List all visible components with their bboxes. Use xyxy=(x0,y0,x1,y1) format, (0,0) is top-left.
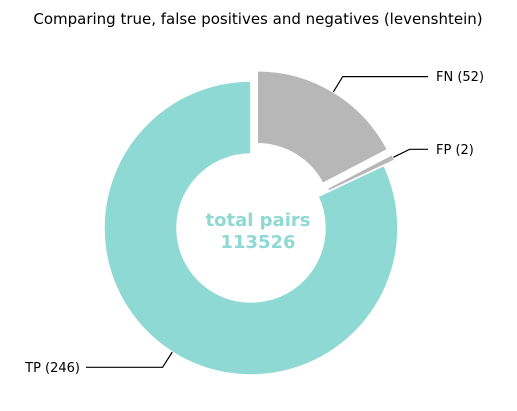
slice-label-0: FN (52) xyxy=(436,70,484,85)
center-label-line1: total pairs xyxy=(206,210,311,231)
slice-0 xyxy=(256,69,389,185)
leader-line-0 xyxy=(332,76,428,93)
chart-title: Comparing true, false positives and nega… xyxy=(33,10,482,28)
slice-label-1: FP (2) xyxy=(436,143,474,158)
center-label-line2: 113526 xyxy=(220,232,295,253)
slice-2 xyxy=(103,80,399,376)
leader-line-1 xyxy=(393,148,428,158)
slice-label-2: TP (246) xyxy=(24,361,80,376)
leader-line-2 xyxy=(86,351,173,368)
